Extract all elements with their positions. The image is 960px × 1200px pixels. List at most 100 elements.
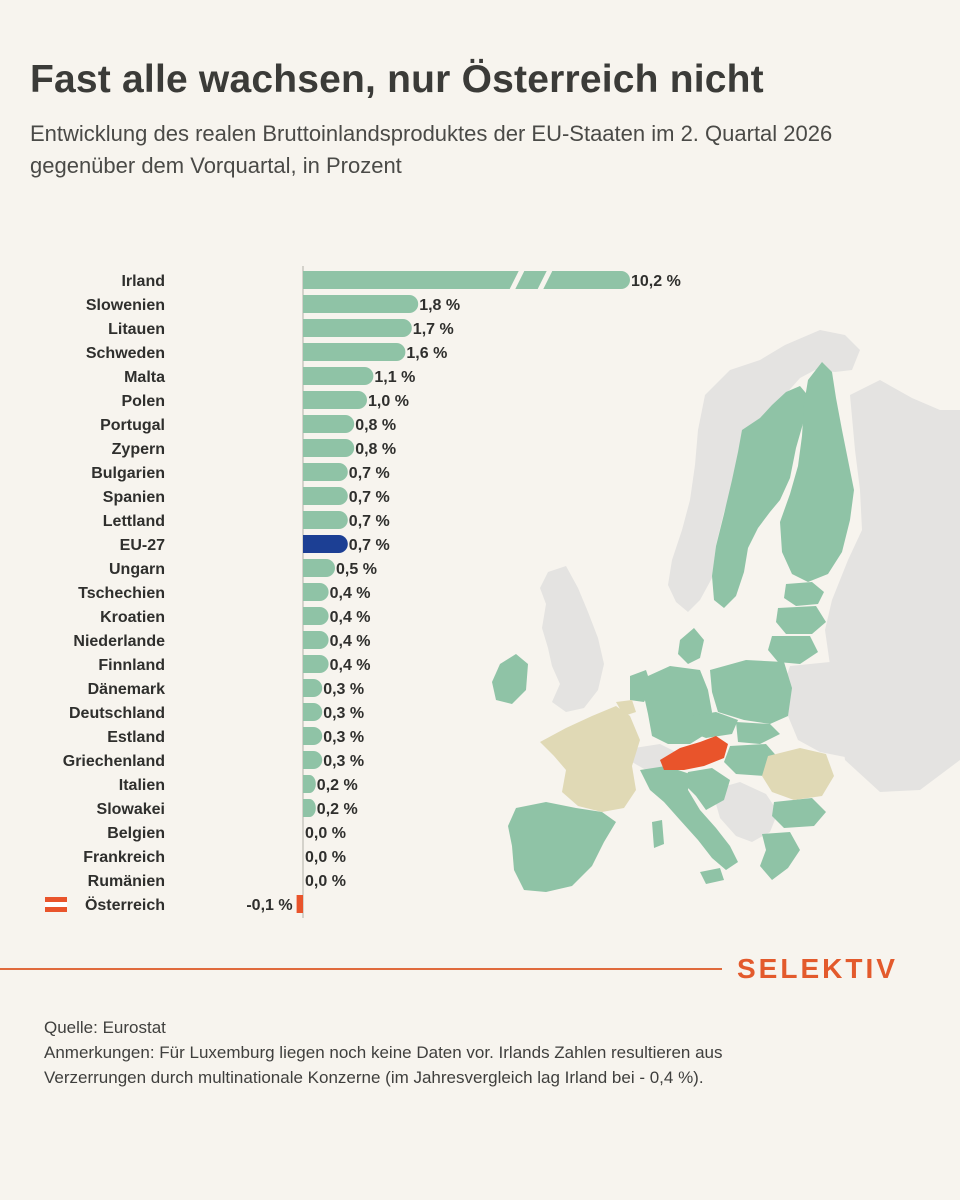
map-sweden [712, 386, 810, 608]
category-label-estland: Estland [107, 729, 165, 746]
category-label-italien: Italien [119, 777, 165, 794]
value-label-niederlande: 0,4 % [330, 633, 371, 650]
bar-finnland [303, 655, 329, 673]
category-label-deutschland: Deutschland [69, 705, 165, 722]
category-label-irland: Irland [121, 273, 165, 290]
category-label-niederlande: Niederlande [73, 633, 165, 650]
chart-title: Fast alle wachsen, nur Österreich nicht [30, 58, 764, 101]
austria-flag-icon-bottom [45, 907, 67, 912]
value-label-irland: 10,2 % [631, 273, 681, 290]
bar-tschechien [303, 583, 329, 601]
category-label-eu-27: EU-27 [120, 537, 165, 554]
value-label-polen: 1,0 % [368, 393, 409, 410]
category-label-ungarn: Ungarn [109, 561, 165, 578]
value-label-dänemark: 0,3 % [323, 681, 364, 698]
map-italy [640, 766, 738, 870]
bar-zypern [303, 439, 355, 457]
map-slovakia [736, 722, 780, 744]
bar-slowakei [303, 799, 316, 817]
bar-irland [303, 271, 630, 289]
category-label-slowenien: Slowenien [86, 297, 165, 314]
bar-niederlande [303, 631, 329, 649]
value-label-eu-27: 0,7 % [349, 537, 390, 554]
map-lithuania [768, 636, 818, 664]
value-label-österreich: -0,1 % [246, 897, 292, 914]
bar-österreich [296, 895, 303, 913]
map-slovenia-croatia [684, 768, 730, 810]
category-label-belgien: Belgien [107, 825, 165, 842]
category-label-lettland: Lettland [103, 513, 165, 530]
category-label-zypern: Zypern [112, 441, 165, 458]
value-label-belgien: 0,0 % [305, 825, 346, 842]
value-label-kroatien: 0,4 % [330, 609, 371, 626]
value-label-slowenien: 1,8 % [419, 297, 460, 314]
category-label-frankreich: Frankreich [83, 849, 165, 866]
austria-flag-icon [45, 897, 67, 902]
category-label-schweden: Schweden [86, 345, 165, 362]
bar-chart: Irland 10,2 % Slowenien 1,8 % Litauen 1,7 % Sc… [45, 266, 681, 918]
bar-litauen [303, 319, 412, 337]
category-label-rumänien: Rumänien [88, 873, 165, 890]
bar-slowenien [303, 295, 419, 313]
value-label-frankreich: 0,0 % [305, 849, 346, 866]
category-label-spanien: Spanien [103, 489, 165, 506]
bar-deutschland [303, 703, 323, 721]
footer: Quelle: Eurostat Anmerkungen: Für Luxemb… [44, 1015, 744, 1090]
value-label-italien: 0,2 % [317, 777, 358, 794]
category-label-dänemark: Dänemark [88, 681, 165, 698]
value-label-deutschland: 0,3 % [323, 705, 364, 722]
map-ireland [492, 654, 528, 704]
value-label-finnland: 0,4 % [330, 657, 371, 674]
bar-malta [303, 367, 374, 385]
bar-spanien [303, 487, 348, 505]
bar-polen [303, 391, 367, 409]
map-austria [660, 736, 728, 770]
map-finland [780, 362, 854, 582]
category-label-malta: Malta [124, 369, 165, 386]
chart-subtitle: Entwicklung des realen Bruttoinlandsprod… [30, 121, 833, 178]
value-label-griechenland: 0,3 % [323, 753, 364, 770]
axis-break-mark-0 [509, 268, 525, 292]
source-note: Quelle: Eurostat [44, 1018, 166, 1037]
map-czechia [690, 712, 738, 738]
category-label-slowakei: Slowakei [97, 801, 165, 818]
value-label-schweden: 1,6 % [406, 345, 447, 362]
bar-italien [303, 775, 316, 793]
map-sardinia [652, 820, 664, 848]
category-label-bulgarien: Bulgarien [91, 465, 165, 482]
category-label-portugal: Portugal [100, 417, 165, 434]
bar-eu-27 [303, 535, 348, 553]
map-poland [710, 660, 792, 724]
value-label-spanien: 0,7 % [349, 489, 390, 506]
brand-logo: SELEKTIV [737, 953, 898, 984]
map-denmark [678, 628, 704, 664]
map-uk [540, 566, 604, 712]
bar-portugal [303, 415, 355, 433]
value-label-malta: 1,1 % [374, 369, 415, 386]
bar-lettland [303, 511, 348, 529]
category-label-griechenland: Griechenland [63, 753, 165, 770]
austria-flag-icon-white [45, 902, 67, 907]
map-latvia [776, 606, 826, 634]
bar-kroatien [303, 607, 329, 625]
map-estonia [784, 582, 824, 606]
map-sicily [700, 868, 724, 884]
map-ukraine [782, 662, 880, 758]
category-label-finnland: Finnland [98, 657, 165, 674]
bar-griechenland [303, 751, 323, 769]
map-bulgaria [772, 798, 826, 828]
bar-dänemark [303, 679, 323, 697]
value-label-zypern: 0,8 % [355, 441, 396, 458]
category-label-österreich: Österreich [85, 895, 165, 914]
bar-bulgarien [303, 463, 348, 481]
value-label-slowakei: 0,2 % [317, 801, 358, 818]
annotation-note: Anmerkungen: Für Luxemburg liegen noch k… [44, 1043, 723, 1087]
value-label-portugal: 0,8 % [355, 417, 396, 434]
category-label-polen: Polen [121, 393, 165, 410]
value-label-litauen: 1,7 % [413, 321, 454, 338]
bars-layer: Irland 10,2 % Slowenien 1,8 % Litauen 1,7 % Sc… [45, 268, 681, 914]
bar-schweden [303, 343, 406, 361]
map-norway [668, 330, 860, 612]
value-label-lettland: 0,7 % [349, 513, 390, 530]
value-label-rumänien: 0,0 % [305, 873, 346, 890]
